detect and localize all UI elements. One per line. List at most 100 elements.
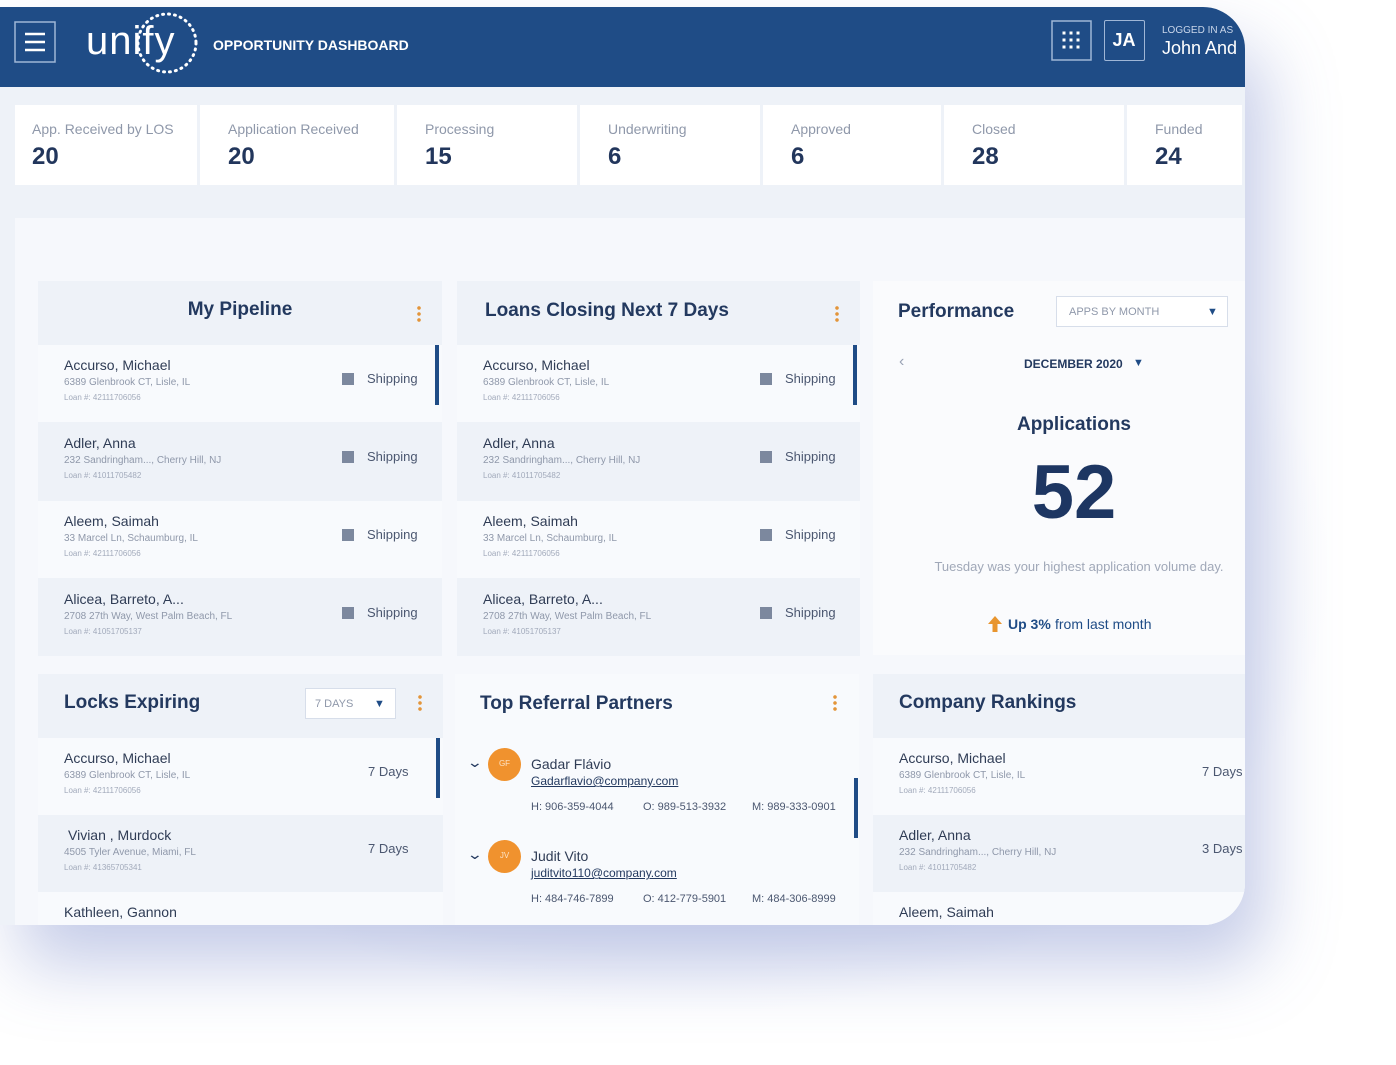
metric-value: 52	[1031, 450, 1117, 535]
change: Up 3%	[1008, 616, 1051, 632]
dropdown[interactable]: APPS BY MONTH ▼	[1056, 296, 1228, 327]
borrower-name: Accurso, Michael	[899, 750, 1006, 766]
borrower-name: Aleem, Saimah	[899, 904, 994, 920]
list-item[interactable]: Adler, Anna 232 Sandringham..., Cherry Hi…	[873, 815, 1245, 892]
more-menu[interactable]	[418, 694, 422, 712]
stage-value: 6	[791, 143, 805, 170]
list-item[interactable]: Aleem, Saimah 33 Marcel Ln, Schaumburg, I…	[38, 501, 442, 578]
panel: My Pipeline Accurso, Michael 6389 Glenbroo…	[38, 281, 442, 656]
user-avatar[interactable]: JA	[1104, 20, 1145, 61]
month: DECEMBER 2020	[1024, 357, 1123, 371]
office-phone: O: 412-779-5901	[643, 893, 727, 905]
logo-ring	[134, 10, 200, 76]
dropdown[interactable]: 7 DAYS ▼	[305, 688, 396, 719]
list-item[interactable]: Accurso, Michael 6389 Glenbrook CT, Lisle…	[38, 738, 443, 815]
partner-email[interactable]: juditvito110@company.com	[531, 866, 677, 880]
borrower-address: 6389 Glenbrook CT, Lisle, IL	[483, 377, 610, 388]
list-item[interactable]: Alicea, Barreto, A... 2708 27th Way, West…	[38, 579, 442, 656]
list-item[interactable]: Accurso, Michael 6389 Glenbrook CT, Lisle…	[38, 345, 442, 422]
days-left: 7 Days	[368, 764, 409, 779]
scrollbar	[854, 778, 858, 838]
borrower-name: Alicea, Barreto, A...	[64, 591, 184, 607]
month-arrow: ▼	[1133, 357, 1144, 369]
stage-label: Approved	[791, 121, 851, 137]
borrower-address: 6389 Glenbrook CT, Lisle, IL	[64, 377, 191, 388]
mobile-phone: M: 484-306-8999	[752, 893, 836, 905]
more-menu[interactable]	[417, 305, 421, 323]
borrower-address: 4505 Tyler Avenue, Miami, FL	[64, 847, 196, 858]
loan-number: Loan #: 42111706056	[483, 549, 560, 558]
panel-title: Performance	[898, 301, 1015, 322]
stage-card: Funded 24	[1127, 105, 1242, 185]
loan-number: Loan #: 42111706056	[483, 393, 560, 402]
days-left: 7 Days	[368, 841, 409, 856]
list-item[interactable]: Vivian , Murdock 4505 Tyler Avenue, Miami…	[38, 815, 443, 892]
borrower-address: 33 Marcel Ln, Schaumburg, IL	[483, 533, 617, 544]
stage-label: Closed	[972, 121, 1016, 137]
stage-label: Processing	[425, 121, 495, 137]
list-item[interactable]: Accurso, Michael 6389 Glenbrook CT, Lisle…	[457, 345, 860, 422]
partner-avatar: GF	[488, 748, 521, 781]
list-item[interactable]: Kathleen, Gannon7 Days	[38, 892, 443, 925]
borrower-name: Adler, Anna	[64, 435, 136, 451]
menu-button[interactable]	[14, 21, 56, 63]
previous-month[interactable]: ‹	[899, 353, 905, 370]
borrower-name: Vivian , Murdock	[68, 827, 172, 843]
mobile-phone: M: 989-333-0901	[752, 801, 836, 813]
loan-number: Loan #: 41051705137	[483, 627, 561, 636]
loan-number: Loan #: 41011705482	[64, 471, 142, 480]
status: Shipping	[785, 527, 836, 542]
stage-value: 6	[608, 143, 622, 170]
list-item[interactable]: Adler, Anna 232 Sandringham..., Cherry Hi…	[38, 423, 442, 500]
panel: Performance APPS BY MONTH ▼ ‹ DECEMBER 2020 ▼…	[873, 281, 1245, 655]
partner-name: Judit Vito	[531, 848, 589, 864]
loan-number: Loan #: 42111706056	[64, 393, 141, 402]
status-icon	[342, 607, 354, 619]
logged-in-label: LOGGED IN AS	[1162, 25, 1234, 36]
office-phone: O: 989-513-3932	[643, 801, 727, 813]
up-arrow	[987, 615, 1003, 633]
stage-value: 28	[972, 143, 999, 170]
stage-card: Approved 6	[763, 105, 941, 185]
borrower-name: Accurso, Michael	[64, 357, 171, 373]
panel: Locks Expiring 7 DAYS ▼ Accurso, Michael 638…	[38, 674, 443, 925]
stage-label: Funded	[1155, 121, 1203, 137]
partner-email[interactable]: Gadarflavio@company.com	[531, 774, 679, 788]
expand-toggle[interactable]: ⌄	[466, 846, 484, 862]
expand-toggle[interactable]: ⌄	[466, 754, 484, 770]
borrower-name: Adler, Anna	[899, 827, 971, 843]
status: Shipping	[785, 449, 836, 464]
list-item[interactable]: Alicea, Barreto, A... 2708 27th Way, West…	[457, 579, 860, 656]
dropdown-arrow: ▼	[374, 698, 385, 710]
home-phone: H: 906-359-4044	[531, 801, 614, 813]
dashboard-title: OPPORTUNITY DASHBOARD	[213, 37, 409, 53]
status-icon	[342, 529, 354, 541]
partner-initials: JV	[499, 851, 510, 860]
dashboard: unify OPPORTUNITY DASHBOARD JA LOGGED IN AS…	[0, 7, 1245, 925]
panel-title: My Pipeline	[187, 299, 293, 320]
more-menu[interactable]	[833, 694, 837, 712]
borrower-address: 6389 Glenbrook CT, Lisle, IL	[899, 770, 1026, 781]
dropdown-value: 7 DAYS	[315, 698, 354, 710]
status: Shipping	[367, 371, 418, 386]
apps-button[interactable]	[1051, 20, 1092, 61]
loan-number: Loan #: 41011705482	[899, 863, 977, 872]
change-suffix: from last month	[1055, 616, 1152, 632]
panel-title: Top Referral Partners	[480, 693, 673, 714]
panel-title: Loans Closing Next 7 Days	[485, 300, 729, 321]
more-menu[interactable]	[835, 305, 839, 323]
borrower-name: Aleem, Saimah	[483, 513, 578, 529]
home-phone: H: 484-746-7899	[531, 893, 614, 905]
logo: unify	[86, 19, 176, 63]
panel: Company Rankings Accurso, Michael 6389 Gle…	[873, 674, 1245, 925]
stage-card: Closed 28	[944, 105, 1124, 185]
list-item[interactable]: Aleem, Saimah 33 Marcel Ln, Schaumburg, I…	[457, 501, 860, 578]
list-item[interactable]: Accurso, Michael 6389 Glenbrook CT, Lisle…	[873, 738, 1245, 815]
scrollbar	[436, 738, 440, 798]
status: Shipping	[785, 605, 836, 620]
partner-name: Gadar Flávio	[531, 756, 612, 772]
list-item[interactable]: Adler, Anna 232 Sandringham..., Cherry Hi…	[457, 423, 860, 500]
